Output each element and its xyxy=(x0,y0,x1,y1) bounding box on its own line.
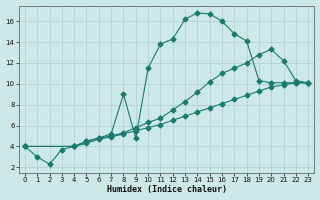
X-axis label: Humidex (Indice chaleur): Humidex (Indice chaleur) xyxy=(107,185,227,194)
